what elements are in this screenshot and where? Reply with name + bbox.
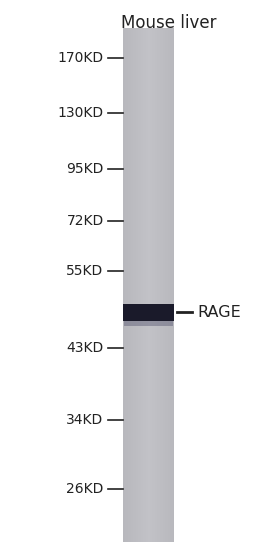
Bar: [131, 28, 132, 542]
Bar: [169, 28, 170, 542]
Text: 130KD: 130KD: [58, 106, 104, 121]
Bar: [128, 28, 130, 542]
Bar: [145, 28, 146, 542]
Bar: [172, 28, 173, 542]
Bar: [173, 28, 174, 542]
Bar: [148, 28, 150, 542]
Bar: [163, 28, 164, 542]
Bar: [123, 28, 124, 542]
Bar: [170, 28, 172, 542]
Text: 26KD: 26KD: [66, 482, 104, 497]
Bar: [159, 28, 160, 542]
Bar: [129, 28, 131, 542]
Bar: [140, 28, 141, 542]
Bar: [125, 28, 127, 542]
Bar: [134, 28, 136, 542]
Bar: [147, 28, 149, 542]
Bar: [166, 28, 168, 542]
Bar: [142, 28, 144, 542]
Bar: [123, 28, 174, 542]
Bar: [168, 28, 169, 542]
Bar: [164, 28, 165, 542]
Bar: [161, 28, 163, 542]
Bar: [124, 28, 126, 542]
Bar: [160, 28, 162, 542]
Text: 55KD: 55KD: [66, 264, 104, 278]
Bar: [141, 28, 142, 542]
Bar: [136, 28, 137, 542]
Bar: [124, 320, 173, 326]
Text: 170KD: 170KD: [58, 51, 104, 65]
Text: Mouse liver: Mouse liver: [121, 14, 217, 32]
Bar: [127, 28, 128, 542]
Bar: [132, 28, 133, 542]
Bar: [152, 28, 154, 542]
Bar: [150, 28, 151, 542]
Bar: [137, 28, 138, 542]
Bar: [133, 28, 135, 542]
Bar: [138, 28, 140, 542]
Bar: [143, 28, 145, 542]
Bar: [155, 28, 156, 542]
Bar: [151, 28, 153, 542]
Bar: [157, 28, 159, 542]
Text: 72KD: 72KD: [66, 214, 104, 228]
Text: 43KD: 43KD: [66, 341, 104, 356]
Bar: [154, 28, 155, 542]
Bar: [146, 28, 147, 542]
Text: RAGE: RAGE: [197, 305, 241, 320]
Text: 34KD: 34KD: [66, 413, 104, 427]
Bar: [156, 28, 158, 542]
Bar: [165, 28, 167, 542]
Text: 95KD: 95KD: [66, 161, 104, 176]
Bar: [123, 304, 174, 321]
